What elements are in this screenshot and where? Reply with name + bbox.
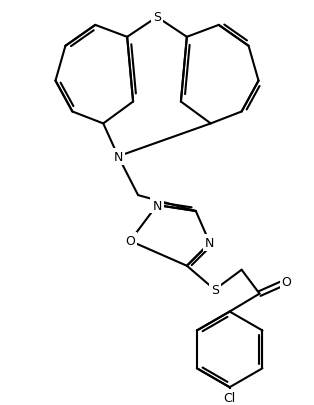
Text: O: O [281, 275, 291, 288]
Text: N: N [113, 150, 123, 163]
Text: S: S [211, 284, 219, 296]
Text: S: S [153, 11, 161, 24]
Text: N: N [152, 199, 162, 212]
Text: O: O [125, 235, 135, 248]
Text: N: N [205, 237, 214, 250]
Text: Cl: Cl [224, 391, 236, 404]
